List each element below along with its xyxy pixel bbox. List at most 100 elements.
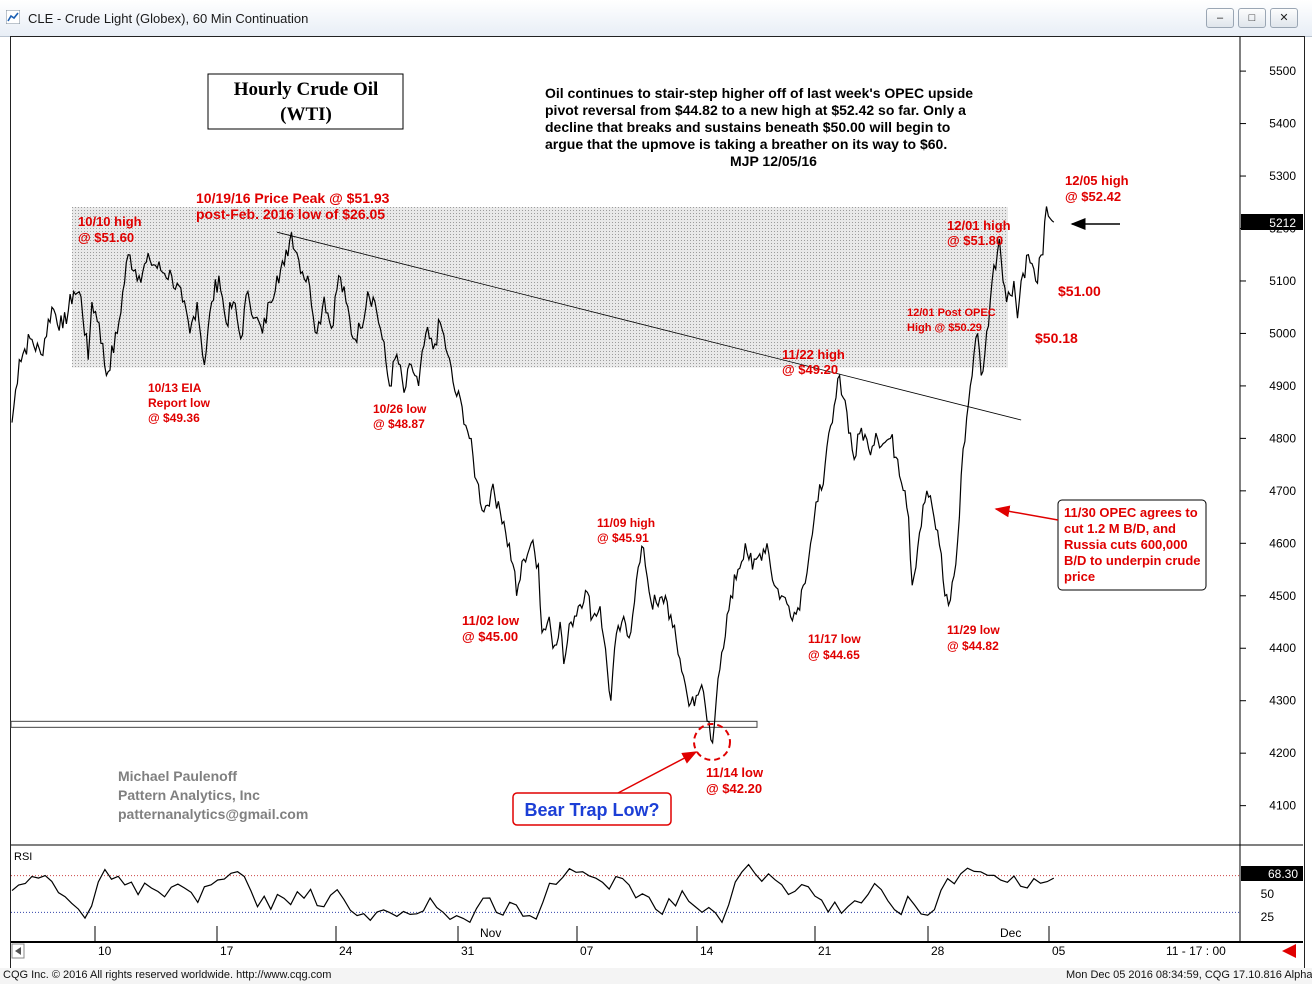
price-annotation: 12/01 Post OPEC [907,307,996,319]
price-annotation: @ $45.00 [462,629,518,644]
price-annotation: 10/19/16 Price Peak @ $51.93 [196,190,390,206]
month-label-nov: Nov [480,926,501,940]
close-button[interactable]: ✕ [1270,8,1298,28]
x-tick-label: 28 [931,944,945,958]
price-annotation: @ $49.36 [148,411,200,425]
y-tick-label: 4200 [1269,746,1296,760]
x-tick-label: 10 [98,944,112,958]
x-tick-label: 21 [818,944,832,958]
x-tick-label: 31 [461,944,475,958]
y-tick-label: 4800 [1269,431,1296,445]
commentary: Oil continues to stair-step higher off o… [545,85,973,169]
bear-trap-circle [693,723,731,761]
commentary-line: pivot reversal from $44.82 to a new high… [545,102,966,118]
y-tick-label: 5000 [1269,326,1296,340]
y-tick-label: 4100 [1269,799,1296,813]
y-tick-label: 5300 [1269,169,1296,183]
month-label-dec: Dec [1000,926,1021,940]
scroll-right-icon[interactable] [1282,944,1296,958]
chart-title-line2: (WTI) [280,104,332,125]
y-tick-label: 4700 [1269,484,1296,498]
commentary-line: argue that the upmove is taking a breath… [545,136,947,152]
time-readout: 11 - 17 : 00 [1166,944,1226,958]
price-annotation: 11/09 high [597,516,655,530]
maximize-button[interactable]: □ [1238,8,1266,28]
chart-title-box [207,73,404,130]
opec-callout-line: price [1064,569,1095,584]
opec-callout-box [1057,499,1207,591]
price-annotation: 11/14 low [706,765,764,780]
price-annotation: post-Feb. 2016 low of $26.05 [196,206,385,222]
status-footer: CQG Inc. © 2016 All rights reserved worl… [0,968,1312,984]
rsi-value-tag [1241,866,1303,881]
author-block: Michael Paulenoff Pattern Analytics, Inc… [118,768,308,822]
rsi-line [11,863,1055,924]
author-email: patternanalytics@gmail.com [118,806,308,822]
timestamp-text: Mon Dec 05 2016 08:34:59, CQG 17.10.816 … [1066,969,1312,981]
y-tick-label: 5500 [1269,64,1296,78]
commentary-line: decline that breaks and sustains beneath… [545,119,950,135]
y-tick-label: 4600 [1269,536,1296,550]
price-annotation: @ $45.91 [597,531,649,545]
price-annotation: @ $42.20 [706,781,762,796]
x-tick-label: 05 [1052,944,1066,958]
price-annotation: 10/10 high [78,214,142,229]
price-annotation: 10/26 low [373,402,427,416]
price-annotation: @ $44.82 [947,639,999,653]
x-tick-label: 17 [220,944,234,958]
chart-title-line1: Hourly Crude Oil [234,79,379,100]
opec-callout-line: Russia cuts 600,000 [1064,537,1188,552]
last-price-value: 5212 [1269,216,1296,230]
scroll-left-icon [15,947,21,955]
commentary-signature: MJP 12/05/16 [730,153,817,169]
window-title: CLE - Crude Light (Globex), 60 Min Conti… [28,11,309,26]
price-annotation: @ $51.60 [78,230,134,245]
resistance-zone [72,206,1008,368]
y-tick-label: 4300 [1269,694,1296,708]
author-company: Pattern Analytics, Inc [118,787,260,803]
chart-app-icon [6,10,20,24]
opec-callout-line: 11/30 OPEC agrees to [1064,505,1198,520]
price-annotation: 11/22 high [782,347,845,362]
price-annotation: 10/13 EIA [148,381,202,395]
rsi-tick-label: 25 [1261,910,1275,924]
price-annotation: @ $44.65 [808,648,860,662]
price-annotation: @ $49.20 [782,362,838,377]
last-price-tag [1241,214,1303,230]
price-annotation: @ $48.87 [373,417,425,431]
price-annotation: $50.18 [1035,330,1078,346]
support-line [10,720,758,728]
price-annotation: High @ $50.29 [907,322,982,334]
price-series-line [11,206,1055,745]
price-annotation: 12/01 high [947,218,1011,233]
price-annotation: 11/17 low [808,632,861,646]
price-annotation: Report low [148,396,211,410]
opec-callout-line: cut 1.2 M B/D, and [1064,521,1176,536]
price-annotation: @ $52.42 [1065,189,1121,204]
trendline [276,231,1022,421]
y-tick-label: 5400 [1269,117,1296,131]
price-annotation: 12/05 high [1065,173,1129,188]
opec-callout-line: B/D to underpin crude [1064,553,1201,568]
bear-trap-label: Bear Trap Low? [524,800,659,820]
commentary-line: Oil continues to stair-step higher off o… [545,85,973,101]
y-tick-label: 4500 [1269,589,1296,603]
opec-arrow [994,505,1059,521]
rsi-last-value: 68.30 [1268,867,1298,881]
y-tick-label: 4900 [1269,379,1296,393]
author-name: Michael Paulenoff [118,768,237,784]
opec-callout: 11/30 OPEC agrees to cut 1.2 M B/D, and … [1064,505,1201,584]
copyright-text: CQG Inc. © 2016 All rights reserved worl… [3,969,332,981]
price-annotation: 11/29 low [947,623,1000,637]
minimize-button[interactable]: – [1206,8,1234,28]
bear-trap-arrow [617,751,698,794]
x-tick-label: 24 [339,944,353,958]
price-annotation: 11/02 low [462,613,520,628]
bear-trap-box [512,792,672,826]
x-tick-label: 07 [580,944,594,958]
rsi-label: RSI [14,851,32,863]
x-tick-label: 14 [700,944,714,958]
y-tick-label: 4400 [1269,641,1296,655]
window-titlebar: CLE - Crude Light (Globex), 60 Min Conti… [0,0,1312,37]
